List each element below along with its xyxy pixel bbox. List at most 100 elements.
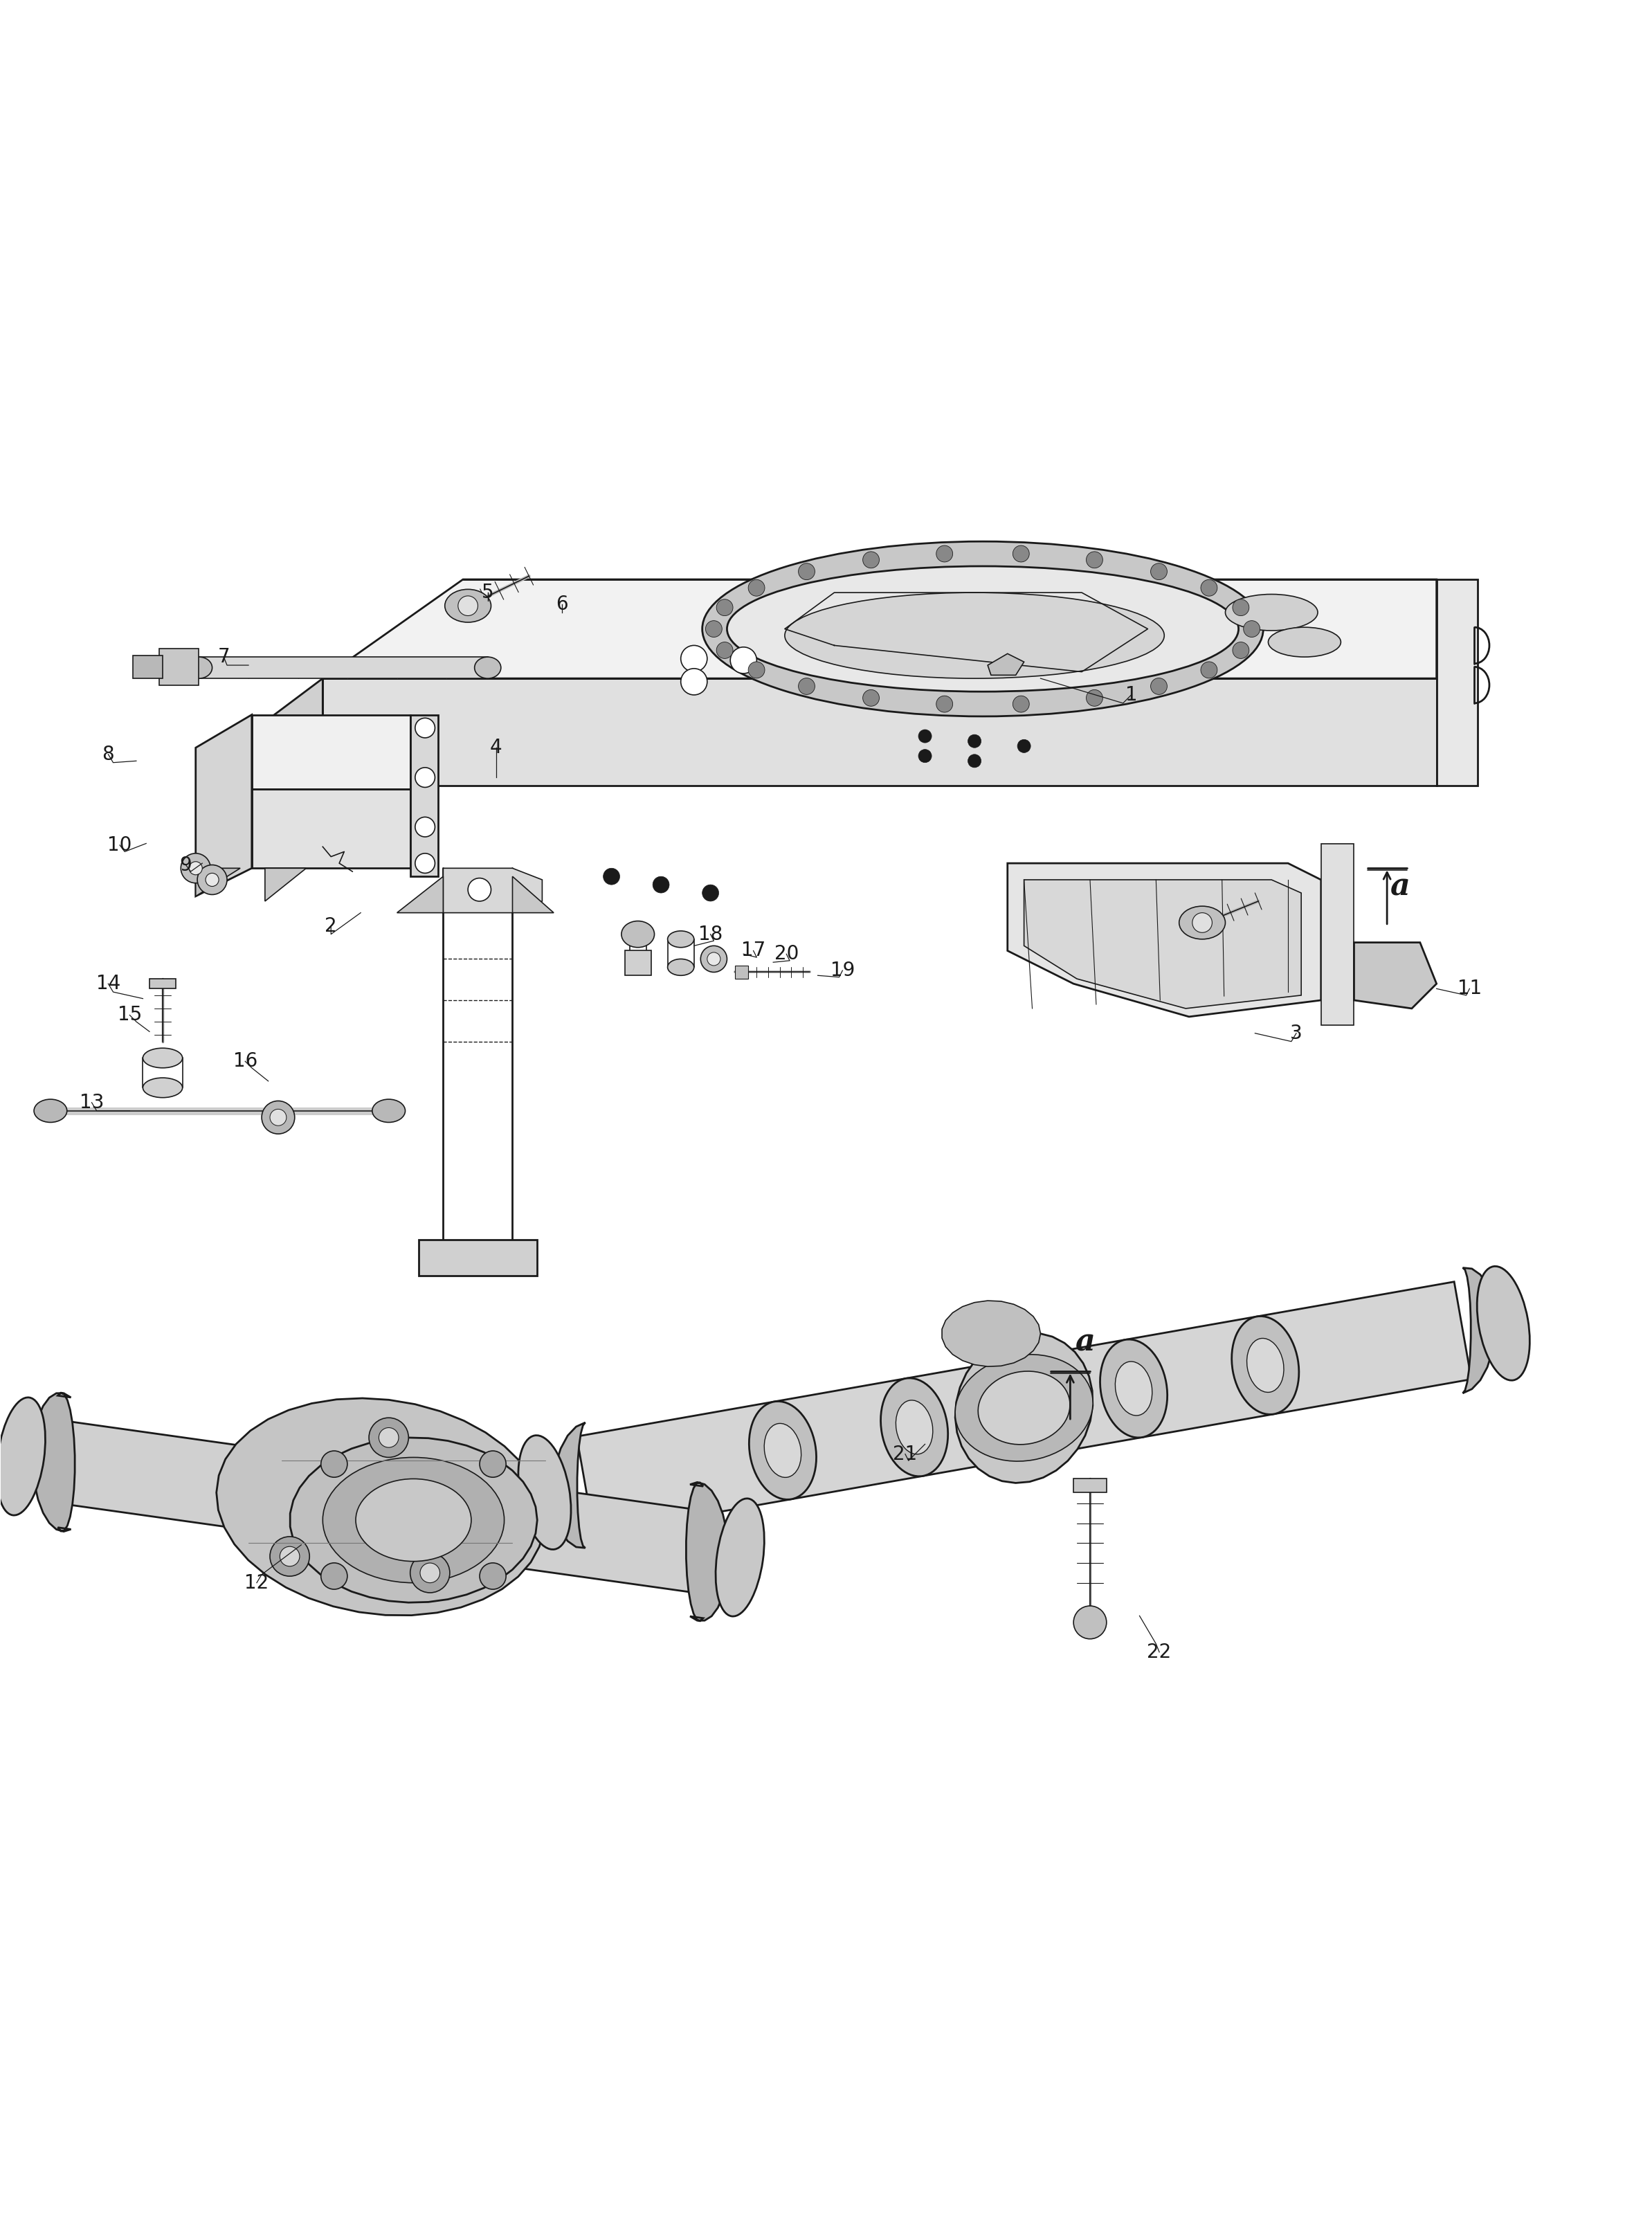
Text: 19: 19 <box>831 961 854 981</box>
Polygon shape <box>1008 864 1322 1017</box>
Polygon shape <box>1074 1480 1107 1493</box>
Polygon shape <box>942 1300 1041 1367</box>
Circle shape <box>197 864 226 895</box>
Circle shape <box>1232 642 1249 658</box>
Circle shape <box>717 642 733 658</box>
Ellipse shape <box>785 594 1165 678</box>
Circle shape <box>862 689 879 707</box>
Ellipse shape <box>881 1378 948 1475</box>
Circle shape <box>378 1429 398 1446</box>
Ellipse shape <box>667 930 694 948</box>
Polygon shape <box>132 656 162 678</box>
Polygon shape <box>251 715 410 789</box>
Ellipse shape <box>142 1048 182 1068</box>
Text: 7: 7 <box>218 647 230 667</box>
Circle shape <box>798 678 814 696</box>
Text: 17: 17 <box>742 941 765 961</box>
Circle shape <box>705 620 722 638</box>
Circle shape <box>862 552 879 567</box>
Polygon shape <box>686 1482 729 1621</box>
Ellipse shape <box>667 959 694 975</box>
Circle shape <box>1087 689 1104 707</box>
Ellipse shape <box>621 921 654 948</box>
Polygon shape <box>195 868 240 897</box>
Polygon shape <box>418 1240 537 1276</box>
Circle shape <box>1201 662 1218 678</box>
Circle shape <box>320 1451 347 1477</box>
Polygon shape <box>1437 580 1479 786</box>
Circle shape <box>937 696 953 713</box>
Polygon shape <box>159 649 198 684</box>
Ellipse shape <box>444 589 491 622</box>
Text: 16: 16 <box>233 1052 258 1072</box>
Polygon shape <box>149 979 175 988</box>
Text: 9: 9 <box>180 855 192 875</box>
Circle shape <box>748 662 765 678</box>
Circle shape <box>261 1101 294 1134</box>
Ellipse shape <box>715 1500 765 1617</box>
Text: 5: 5 <box>482 583 494 602</box>
Ellipse shape <box>702 540 1264 715</box>
Ellipse shape <box>142 1079 182 1099</box>
Polygon shape <box>443 868 542 913</box>
Circle shape <box>279 1546 299 1566</box>
Circle shape <box>968 735 981 749</box>
Text: 6: 6 <box>555 594 568 614</box>
Ellipse shape <box>1232 1316 1298 1415</box>
Polygon shape <box>396 877 443 913</box>
Ellipse shape <box>519 1435 572 1550</box>
Ellipse shape <box>372 1099 405 1123</box>
Polygon shape <box>216 1398 544 1615</box>
Ellipse shape <box>1477 1267 1530 1380</box>
Ellipse shape <box>1180 906 1226 939</box>
Text: 11: 11 <box>1457 979 1482 999</box>
Ellipse shape <box>322 1457 504 1584</box>
Polygon shape <box>198 658 487 678</box>
Circle shape <box>188 862 202 875</box>
Circle shape <box>479 1451 506 1477</box>
Polygon shape <box>553 1422 585 1548</box>
Polygon shape <box>410 715 438 877</box>
Text: a: a <box>1391 870 1411 902</box>
Ellipse shape <box>1115 1362 1151 1415</box>
Text: 15: 15 <box>117 1006 142 1026</box>
Polygon shape <box>1462 1267 1495 1393</box>
Circle shape <box>1201 580 1218 596</box>
Circle shape <box>1151 678 1168 696</box>
Polygon shape <box>33 1393 74 1531</box>
Ellipse shape <box>185 658 211 678</box>
Circle shape <box>1244 620 1260 638</box>
Polygon shape <box>56 1422 705 1593</box>
Text: 12: 12 <box>244 1573 269 1593</box>
Ellipse shape <box>895 1400 933 1455</box>
Circle shape <box>415 817 434 837</box>
Circle shape <box>415 769 434 786</box>
Polygon shape <box>291 1438 537 1601</box>
Ellipse shape <box>1100 1340 1168 1438</box>
Circle shape <box>798 563 814 580</box>
Circle shape <box>1074 1606 1107 1639</box>
Circle shape <box>919 729 932 742</box>
Circle shape <box>368 1418 408 1457</box>
Polygon shape <box>322 580 1437 678</box>
Circle shape <box>919 749 932 762</box>
Text: 20: 20 <box>775 944 798 964</box>
Polygon shape <box>195 715 251 897</box>
Circle shape <box>681 645 707 671</box>
Circle shape <box>1013 545 1029 563</box>
Circle shape <box>479 1564 506 1590</box>
Circle shape <box>717 600 733 616</box>
Text: 2: 2 <box>325 917 337 935</box>
Circle shape <box>415 853 434 873</box>
Circle shape <box>1193 913 1213 933</box>
Ellipse shape <box>1269 627 1341 658</box>
Text: 4: 4 <box>491 738 502 758</box>
Circle shape <box>415 718 434 738</box>
Circle shape <box>468 877 491 902</box>
Circle shape <box>1151 563 1168 580</box>
Text: 1: 1 <box>1125 684 1137 704</box>
Circle shape <box>410 1553 449 1593</box>
Text: 22: 22 <box>1146 1641 1171 1661</box>
Circle shape <box>730 647 757 673</box>
Circle shape <box>269 1537 309 1577</box>
